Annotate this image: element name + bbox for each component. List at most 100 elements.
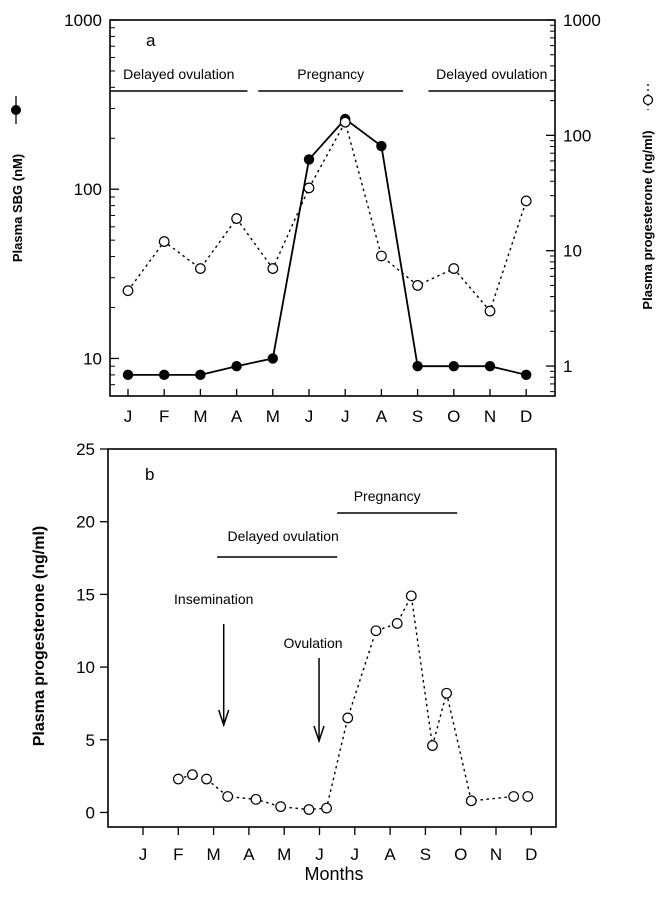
- panel-b-y-axis: 0 5 10 15 20 25: [76, 440, 108, 822]
- progesterone-point: [412, 280, 424, 291]
- annotation-label: Insemination: [174, 591, 253, 607]
- progesterone-point: [158, 236, 170, 247]
- panel-b-label: b: [145, 465, 154, 484]
- progesterone-point: [303, 804, 315, 815]
- left-tick-label: 1000: [64, 11, 102, 30]
- x-tick-label: M: [277, 845, 291, 864]
- x-tick-label: J: [315, 845, 324, 864]
- x-tick-label: A: [243, 845, 255, 864]
- annotation-label: Pregnancy: [354, 488, 421, 504]
- annotation-label: Delayed ovulation: [227, 528, 338, 544]
- x-tick-label: M: [266, 407, 280, 426]
- x-tick-label: O: [447, 407, 460, 426]
- y-tick-label: 0: [86, 803, 95, 822]
- x-tick-label: D: [520, 407, 532, 426]
- panel-a-frame: [109, 19, 556, 397]
- progesterone-point: [172, 773, 184, 785]
- panel-a-right-axis-label: Plasma progesterone (ng/ml): [640, 130, 655, 309]
- annotation-label: Pregnancy: [297, 66, 364, 82]
- y-tick-label: 5: [86, 731, 95, 750]
- sbg-point: [484, 361, 496, 372]
- y-tick-label: 10: [76, 658, 95, 677]
- progesterone-point: [484, 305, 496, 317]
- x-axis-label: Months: [304, 864, 363, 884]
- arrow-head: [218, 709, 230, 728]
- progesterone-point: [250, 793, 262, 805]
- panel-a-right-legend: [642, 84, 654, 110]
- progesterone-point: [187, 769, 198, 781]
- progesterone-point: [448, 263, 460, 274]
- panel-a-right-axis: 1 10 100 1000: [546, 11, 601, 393]
- right-tick-label: 100: [563, 126, 591, 145]
- sbg-point: [521, 369, 532, 381]
- annotation-label: Delayed ovulation: [123, 66, 234, 82]
- x-tick-label: S: [420, 845, 431, 864]
- sbg-point: [159, 369, 170, 381]
- progesterone-point: [441, 687, 452, 699]
- x-tick-label: M: [207, 845, 221, 864]
- progesterone-point: [522, 791, 534, 802]
- y-tick-label: 20: [76, 513, 95, 532]
- progesterone-point: [231, 213, 243, 224]
- panel-a-left-axis: 10 100 1000: [64, 11, 119, 397]
- x-tick-label: A: [231, 407, 243, 426]
- progesterone-point: [194, 263, 206, 274]
- progesterone-point: [427, 740, 438, 751]
- x-tick-label: A: [376, 407, 388, 426]
- progesterone-point: [122, 285, 134, 297]
- progesterone-point: [508, 791, 520, 802]
- panel-a: 10 100 1000 1 10 100 1000 J F M A M J J A S O N D Delaye…: [10, 11, 655, 426]
- x-tick-label: N: [490, 845, 502, 864]
- progesterone-point: [376, 250, 387, 262]
- progesterone-point: [339, 116, 351, 128]
- x-tick-label: J: [139, 845, 148, 864]
- progesterone-line: [178, 593, 514, 811]
- panel-a-left-axis-label: Plasma SBG (nM): [10, 154, 25, 262]
- x-tick-label: N: [484, 407, 496, 426]
- progesterone-point: [520, 195, 532, 207]
- sbg-point: [122, 369, 134, 381]
- annotation-label: Ovulation: [283, 635, 342, 651]
- progesterone-point: [391, 618, 403, 629]
- right-tick-label: 1000: [563, 11, 601, 30]
- panel-b-annotations: Pregnancy Delayed ovulation Insemination Ov…: [174, 488, 458, 744]
- left-tick-label: 10: [83, 349, 102, 368]
- x-tick-label: J: [351, 845, 360, 864]
- panel-b-axis-label: Plasma progesterone (ng/ml): [31, 526, 48, 747]
- sbg-point: [195, 369, 206, 381]
- progesterone-point: [303, 182, 315, 194]
- x-tick-label: A: [384, 845, 396, 864]
- panel-b-frame: [107, 448, 557, 828]
- arrow-head: [313, 725, 325, 744]
- progesterone-point: [405, 590, 417, 602]
- x-tick-label: D: [525, 845, 537, 864]
- progesterone-point: [465, 795, 477, 807]
- progesterone-line: [127, 120, 527, 313]
- panel-a-annotations: Delayed ovulation Pregnancy Delayed ovulat…: [110, 66, 555, 92]
- progesterone-point: [267, 263, 279, 274]
- x-tick-label: F: [159, 407, 169, 426]
- progesterone-point: [370, 625, 382, 637]
- y-tick-label: 15: [76, 585, 95, 604]
- x-tick-label: O: [454, 845, 467, 864]
- panel-a-left-legend: [11, 96, 21, 124]
- sbg-line: [128, 117, 527, 376]
- sbg-point: [412, 361, 423, 372]
- x-tick-label: J: [124, 407, 133, 426]
- x-tick-label: F: [173, 845, 183, 864]
- x-tick-label: J: [305, 407, 314, 426]
- sbg-point: [376, 140, 387, 152]
- sbg-point: [303, 154, 315, 165]
- x-tick-label: J: [341, 407, 350, 426]
- x-tick-label: S: [412, 407, 423, 426]
- panel-a-series: [122, 113, 532, 381]
- sbg-point: [231, 361, 242, 372]
- panel-b: 0 5 10 15 20 25 J F M A M J J A S O N D Pregnancy Delayed…: [31, 440, 557, 884]
- sbg-point: [267, 353, 278, 364]
- x-tick-label: M: [193, 407, 207, 426]
- annotation-label: Delayed ovulation: [436, 66, 547, 82]
- panel-a-label: a: [146, 31, 156, 50]
